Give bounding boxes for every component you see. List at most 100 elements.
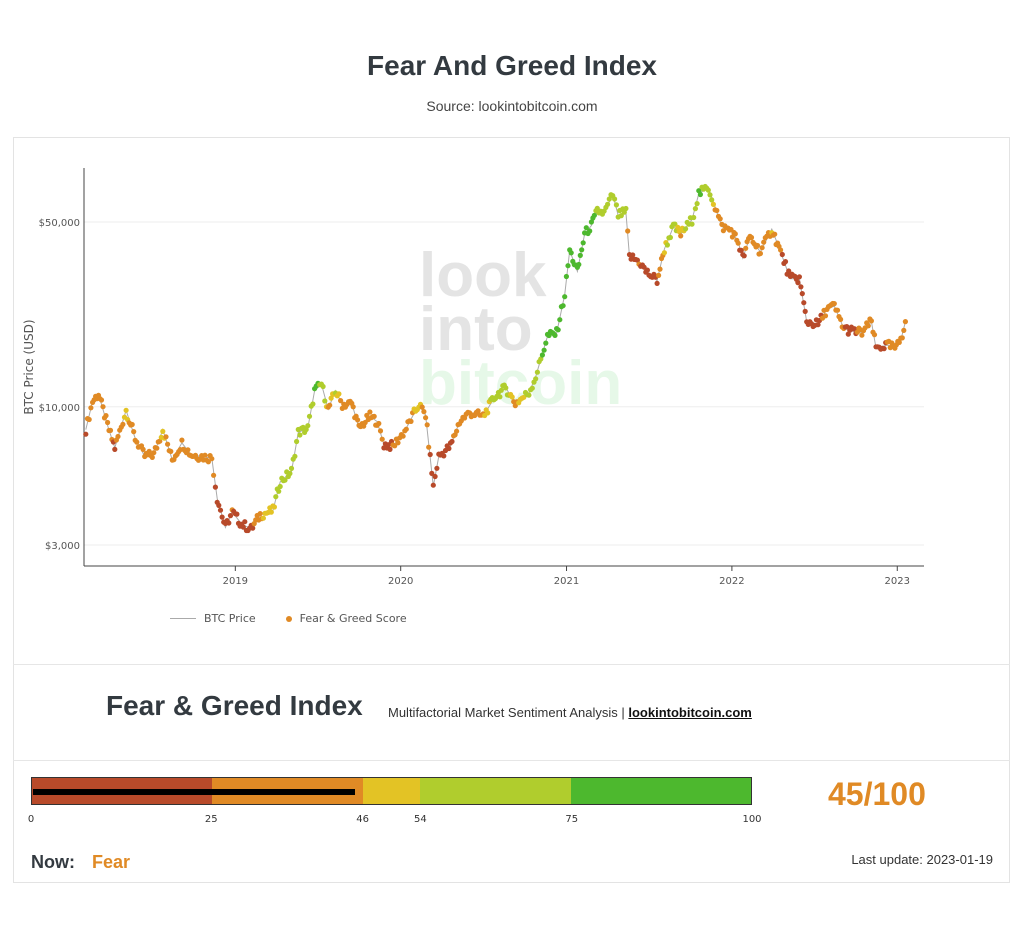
fear-greed-point[interactable] <box>234 511 240 517</box>
fear-greed-point[interactable] <box>322 398 328 404</box>
fear-greed-point[interactable] <box>163 434 169 440</box>
fear-greed-point[interactable] <box>320 383 326 390</box>
fear-greed-point[interactable] <box>432 473 438 480</box>
fear-greed-point[interactable] <box>754 242 761 249</box>
fear-greed-point[interactable] <box>250 525 256 531</box>
fear-greed-point[interactable] <box>541 347 547 353</box>
fear-greed-point[interactable] <box>336 391 342 397</box>
fear-greed-point[interactable] <box>838 316 844 322</box>
lookintobitcoin-link[interactable]: lookintobitcoin.com <box>628 705 752 720</box>
fear-greed-point[interactable] <box>757 250 764 257</box>
btc-price-chart[interactable]: lookintobitcoin $3,000 $10,000 $50,000 2019 2… <box>14 138 1009 608</box>
legend-btc-price[interactable]: BTC Price <box>204 612 256 625</box>
fear-greed-point[interactable] <box>454 428 460 434</box>
fear-greed-point[interactable] <box>86 416 92 423</box>
fear-greed-point[interactable] <box>563 273 570 280</box>
fear-greed-point[interactable] <box>761 239 767 245</box>
fear-greed-point[interactable] <box>623 205 629 212</box>
fear-greed-point[interactable] <box>140 446 146 452</box>
fear-greed-point[interactable] <box>297 432 303 438</box>
fear-greed-point[interactable] <box>328 395 334 401</box>
fear-greed-point[interactable] <box>786 268 792 274</box>
fear-greed-point[interactable] <box>896 339 902 345</box>
fear-greed-point[interactable] <box>588 219 595 225</box>
fear-greed-point[interactable] <box>376 420 382 427</box>
fear-greed-point[interactable] <box>387 446 393 452</box>
fear-greed-point[interactable] <box>112 446 118 452</box>
fear-greed-point[interactable] <box>664 242 671 248</box>
fear-greed-point[interactable] <box>226 520 232 526</box>
fear-greed-point[interactable] <box>100 404 106 410</box>
fear-greed-point[interactable] <box>694 201 700 207</box>
fear-greed-point[interactable] <box>555 327 561 333</box>
fear-greed-point[interactable] <box>107 427 114 433</box>
fear-greed-point[interactable] <box>287 470 293 477</box>
fear-greed-point[interactable] <box>562 294 568 300</box>
fear-greed-point[interactable] <box>408 418 414 424</box>
fear-greed-point[interactable] <box>902 319 909 325</box>
fear-greed-point[interactable] <box>154 445 160 451</box>
fear-greed-point[interactable] <box>355 417 361 423</box>
fear-greed-point[interactable] <box>512 403 518 409</box>
fear-greed-point[interactable] <box>217 507 224 513</box>
fear-greed-point[interactable] <box>120 421 126 427</box>
fear-greed-point[interactable] <box>605 201 611 207</box>
fear-greed-point[interactable] <box>579 247 585 253</box>
fear-greed-point[interactable] <box>123 407 129 413</box>
fear-greed-point[interactable] <box>625 228 631 234</box>
fear-greed-point[interactable] <box>560 303 566 309</box>
fear-greed-point[interactable] <box>441 453 447 459</box>
fear-greed-point[interactable] <box>691 214 697 221</box>
fear-greed-point[interactable] <box>707 192 713 198</box>
fear-greed-point[interactable] <box>430 482 436 488</box>
fear-greed-point[interactable] <box>268 509 274 515</box>
fear-greed-point[interactable] <box>831 301 837 307</box>
fear-greed-point[interactable] <box>717 216 723 222</box>
fear-greed-point[interactable] <box>367 409 373 415</box>
fear-greed-point[interactable] <box>654 280 660 286</box>
fear-greed-point[interactable] <box>801 300 807 306</box>
fear-greed-point[interactable] <box>779 251 785 258</box>
fear-greed-point[interactable] <box>426 444 432 450</box>
fear-greed-point[interactable] <box>539 352 546 358</box>
fear-greed-point[interactable] <box>305 423 311 429</box>
fear-greed-point[interactable] <box>778 247 784 253</box>
fear-greed-point[interactable] <box>692 206 699 212</box>
fear-greed-point[interactable] <box>310 401 316 407</box>
fear-greed-point[interactable] <box>134 439 140 445</box>
fear-greed-point[interactable] <box>157 438 163 444</box>
fear-greed-point[interactable] <box>419 404 425 410</box>
fear-greed-point[interactable] <box>205 459 211 465</box>
fear-greed-point[interactable] <box>392 443 398 449</box>
fear-greed-point[interactable] <box>288 465 295 471</box>
fear-greed-point[interactable] <box>865 323 871 329</box>
fear-greed-point[interactable] <box>485 410 491 416</box>
fear-greed-point[interactable] <box>526 392 532 398</box>
fear-greed-point[interactable] <box>676 228 682 235</box>
fear-greed-point[interactable] <box>591 212 598 218</box>
fear-greed-point[interactable] <box>697 191 704 198</box>
fear-greed-point[interactable] <box>497 394 503 400</box>
fear-greed-point[interactable] <box>618 213 624 219</box>
fear-greed-point[interactable] <box>306 413 313 419</box>
fear-greed-point[interactable] <box>613 202 620 208</box>
fear-greed-point[interactable] <box>606 196 612 202</box>
fear-greed-point[interactable] <box>131 429 137 435</box>
fear-greed-point[interactable] <box>446 445 452 452</box>
fear-greed-point[interactable] <box>748 234 755 241</box>
fear-greed-point[interactable] <box>577 252 583 258</box>
fear-greed-point[interactable] <box>899 335 905 341</box>
fear-greed-point[interactable] <box>88 405 94 411</box>
fear-greed-point[interactable] <box>421 409 427 415</box>
fear-greed-point[interactable] <box>475 408 481 414</box>
fear-greed-point[interactable] <box>534 369 541 375</box>
fear-greed-point[interactable] <box>667 234 674 241</box>
fear-greed-point[interactable] <box>834 307 841 313</box>
fear-greed-point[interactable] <box>683 226 689 232</box>
fear-greed-point[interactable] <box>276 488 282 494</box>
fear-greed-point[interactable] <box>583 225 589 231</box>
fear-greed-point[interactable] <box>743 245 749 251</box>
fear-greed-point[interactable] <box>327 402 333 408</box>
fear-greed-point[interactable] <box>538 356 544 362</box>
fear-greed-point[interactable] <box>732 231 738 237</box>
